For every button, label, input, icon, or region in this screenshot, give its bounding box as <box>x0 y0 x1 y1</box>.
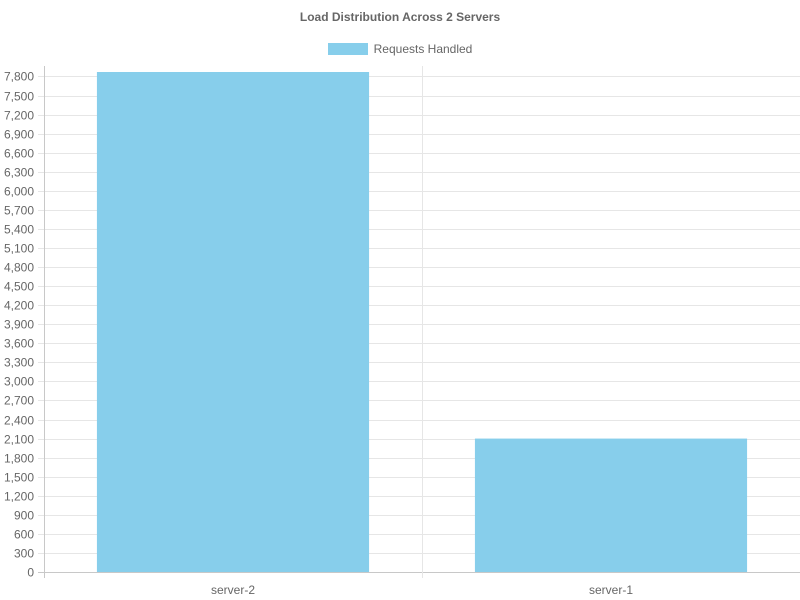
legend-label: Requests Handled <box>373 42 473 56</box>
y-tick-label: 4,500 <box>4 280 34 294</box>
y-tick-label: 300 <box>14 547 34 561</box>
y-tick-label: 900 <box>14 509 34 523</box>
y-tick-label: 7,200 <box>4 109 34 123</box>
legend[interactable]: Requests Handled <box>0 42 800 56</box>
y-tick-label: 6,900 <box>4 128 34 142</box>
y-tick-label: 3,600 <box>4 337 34 351</box>
y-tick-label: 7,500 <box>4 90 34 104</box>
y-tick-label: 6,300 <box>4 166 34 180</box>
y-tick-label: 2,100 <box>4 433 34 447</box>
y-tick-label: 3,000 <box>4 375 34 389</box>
y-tick-label: 5,100 <box>4 242 34 256</box>
y-tick-label: 5,400 <box>4 223 34 237</box>
y-tick-label: 5,700 <box>4 204 34 218</box>
y-tick-label: 2,700 <box>4 394 34 408</box>
y-tick-label: 1,500 <box>4 471 34 485</box>
y-tick-label: 1,800 <box>4 452 34 466</box>
y-tick-label: 4,200 <box>4 299 34 313</box>
y-tick-label: 0 <box>27 566 34 580</box>
bars <box>96 72 748 572</box>
x-tick-label: server-1 <box>589 583 633 597</box>
chart-title: Load Distribution Across 2 Servers <box>299 10 501 24</box>
y-tick-label: 7,800 <box>4 70 34 84</box>
y-tick-label: 6,600 <box>4 147 34 161</box>
y-tick-label: 1,200 <box>4 490 34 504</box>
legend-swatch <box>327 43 368 55</box>
y-tick-label: 6,000 <box>4 185 34 199</box>
y-tick-label: 4,800 <box>4 261 34 275</box>
y-tick-label: 2,400 <box>4 414 34 428</box>
x-tick-label: server-2 <box>211 583 255 597</box>
bar-server-1[interactable] <box>474 438 748 572</box>
y-tick-label: 3,900 <box>4 318 34 332</box>
axes: 0 300 600 900 1,200 1,500 1,800 2,100 2,400 2,700… <box>4 70 633 598</box>
y-tick-label: 600 <box>14 528 34 542</box>
bar-server-2[interactable] <box>96 72 370 572</box>
y-tick-label: 3,300 <box>4 356 34 370</box>
